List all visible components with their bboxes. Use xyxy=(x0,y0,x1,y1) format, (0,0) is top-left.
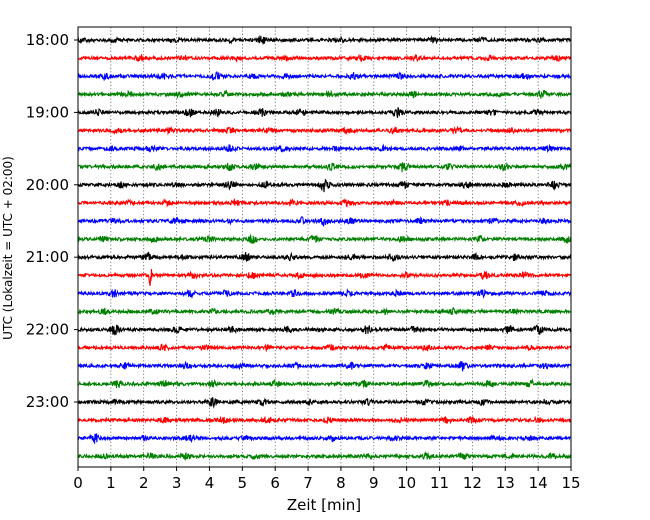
x-axis-label: Zeit [min] xyxy=(287,496,361,514)
y-tick-label: 18:00 xyxy=(26,31,69,49)
y-tick-label: 23:00 xyxy=(26,393,69,411)
x-tick-label: 5 xyxy=(238,474,248,492)
seismic-trace xyxy=(77,34,572,45)
seismic-trace xyxy=(77,433,572,444)
seismic-trace xyxy=(77,268,572,287)
seismic-trace xyxy=(77,396,572,409)
seismic-trace xyxy=(77,107,572,118)
seismic-trace xyxy=(77,215,572,227)
x-tick-label: 11 xyxy=(430,474,449,492)
x-axis-ticks: 0 1 2 3 4 5 6 7 8 9 10 11 12 13 14 15 xyxy=(73,467,581,492)
seismic-trace xyxy=(77,342,572,353)
seismic-trace xyxy=(77,125,572,136)
seismic-trace xyxy=(77,234,572,245)
y-tick-label: 20:00 xyxy=(26,176,69,194)
seismic-trace xyxy=(77,360,572,372)
x-tick-label: 12 xyxy=(463,474,482,492)
x-tick-label: 0 xyxy=(73,474,83,492)
x-tick-label: 9 xyxy=(369,474,379,492)
seismic-trace xyxy=(77,197,572,208)
x-tick-label: 4 xyxy=(205,474,215,492)
x-tick-label: 6 xyxy=(270,474,280,492)
trace-group xyxy=(77,34,572,462)
seismic-trace xyxy=(77,307,572,316)
seismic-trace xyxy=(77,143,572,153)
x-tick-label: 8 xyxy=(336,474,346,492)
seismic-trace xyxy=(77,451,572,462)
seismic-trace xyxy=(77,161,572,173)
plot-frame xyxy=(77,26,572,468)
y-tick-label: 19:00 xyxy=(26,103,69,121)
seismic-trace xyxy=(77,251,572,263)
x-tick-label: 2 xyxy=(139,474,149,492)
x-tick-label: 7 xyxy=(303,474,313,492)
y-axis-ticks: 18:00 19:00 20:00 21:00 22:00 23:00 xyxy=(26,31,78,411)
y-tick-label: 21:00 xyxy=(26,248,69,266)
x-tick-label: 3 xyxy=(172,474,182,492)
y-tick-label: 22:00 xyxy=(26,321,69,339)
seismic-trace xyxy=(77,53,572,63)
x-tick-label: 14 xyxy=(529,474,548,492)
x-tick-label: 13 xyxy=(496,474,515,492)
seismic-trace xyxy=(77,378,572,389)
seismic-trace xyxy=(77,178,572,193)
seismic-trace xyxy=(77,288,572,300)
y-axis-label: UTC (Lokalzeit = UTC + 02:00) xyxy=(1,156,15,340)
x-tick-label: 1 xyxy=(106,474,116,492)
x-tick-label: 15 xyxy=(561,474,580,492)
seismic-trace xyxy=(77,415,572,425)
x-tick-label: 10 xyxy=(397,474,416,492)
seismic-trace xyxy=(77,324,572,336)
seismic-trace xyxy=(77,71,572,82)
seismic-trace xyxy=(77,89,572,100)
